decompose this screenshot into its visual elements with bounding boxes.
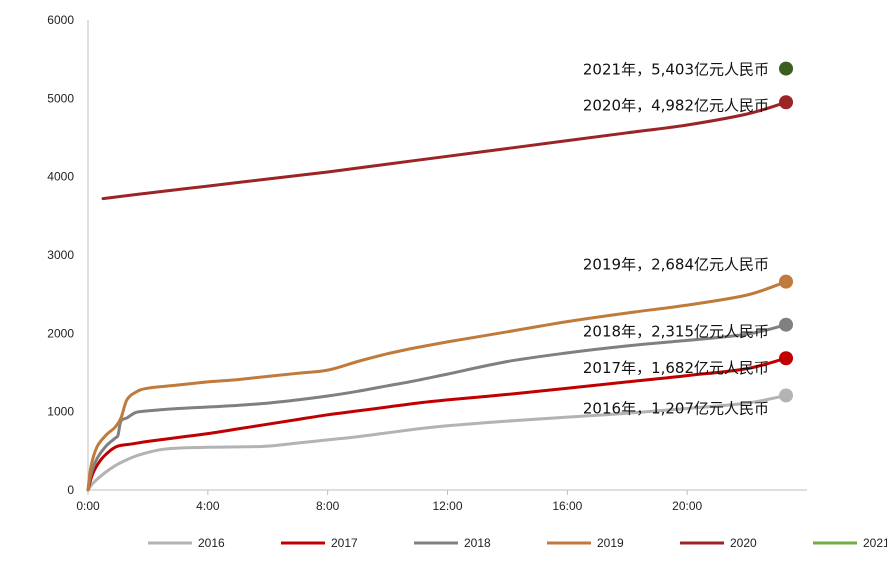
chart-axes: 0 1000 2000 3000 4000 5000 6000 0:00 4:00 8:00 12:…: [47, 13, 807, 513]
series-line-2016: [86, 394, 788, 492]
end-marker-2017: [779, 351, 794, 366]
chart-end-markers: [779, 61, 794, 403]
annotation-2021: 2021年，5,403亿元人民币: [583, 61, 769, 79]
series-line-2017: [86, 356, 788, 492]
end-marker-2021: [779, 61, 794, 76]
y-tick-label: 1000: [47, 405, 74, 419]
y-tick-label: 2000: [47, 326, 74, 340]
end-marker-2020: [779, 95, 794, 110]
legend-label-2018: 2018: [464, 536, 491, 550]
x-tick-label: 4:00: [196, 499, 220, 513]
end-marker-2016: [779, 388, 794, 403]
chart-legend: 2016 2017 2018 2019 2020 2021: [148, 536, 887, 550]
legend-label-2020: 2020: [730, 536, 757, 550]
series-line-2020: [101, 100, 788, 201]
legend-label-2019: 2019: [597, 536, 624, 550]
x-tick-label: 20:00: [672, 499, 702, 513]
y-tick-label: 5000: [47, 91, 74, 105]
x-tick-label: 16:00: [552, 499, 582, 513]
series-line-2018: [86, 323, 788, 492]
y-tick-label: 4000: [47, 170, 74, 184]
y-tick-label: 3000: [47, 248, 74, 262]
annotation-2017: 2017年，1,682亿元人民币: [583, 359, 769, 377]
end-marker-2019: [779, 274, 794, 289]
legend-label-2017: 2017: [331, 536, 358, 550]
chart-annotations: 2016年，1,207亿元人民币 2017年，1,682亿元人民币 2018年，2,…: [583, 61, 769, 418]
y-tick-label: 0: [67, 483, 74, 497]
x-tick-label: 8:00: [316, 499, 340, 513]
end-marker-2018: [779, 317, 794, 332]
x-tick-label: 12:00: [432, 499, 462, 513]
y-tick-label: 6000: [47, 13, 74, 27]
legend-label-2021: 2021: [863, 536, 887, 550]
annotation-2019: 2019年，2,684亿元人民币: [583, 256, 769, 274]
series-line-2019: [86, 280, 788, 492]
chart-series-lines: [86, 100, 788, 492]
annotation-2016: 2016年，1,207亿元人民币: [583, 399, 769, 417]
x-tick-label: 0:00: [76, 499, 100, 513]
annotation-2020: 2020年，4,982亿元人民币: [583, 96, 769, 114]
legend-label-2016: 2016: [198, 536, 225, 550]
annotation-2018: 2018年，2,315亿元人民币: [583, 323, 769, 341]
